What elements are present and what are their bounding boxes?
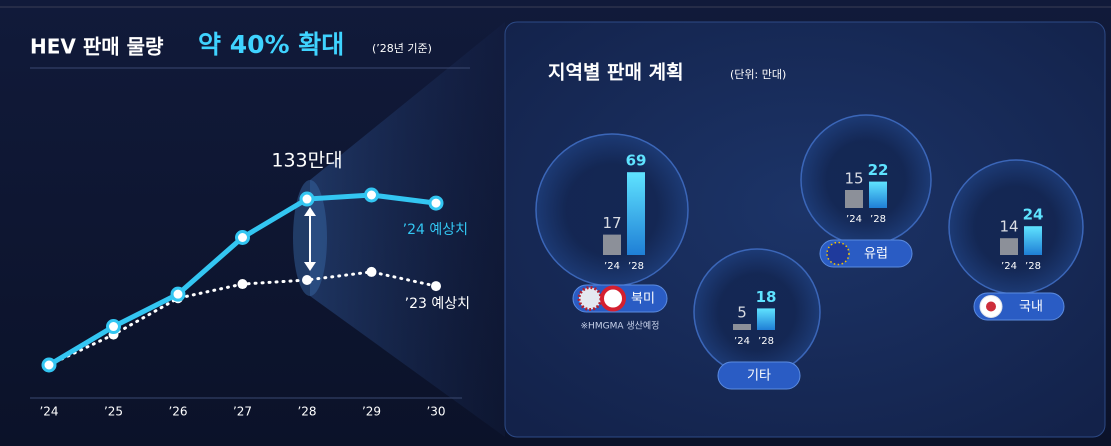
x-tick-label: ’30 bbox=[426, 405, 445, 419]
bar-category: ’28 bbox=[870, 214, 886, 225]
x-tick-label: ’28 bbox=[297, 405, 316, 419]
bar-category: ’28 bbox=[628, 261, 644, 272]
region-name: 북미 bbox=[631, 292, 655, 307]
annotation: 133만대 bbox=[271, 150, 342, 172]
point bbox=[299, 191, 315, 207]
bar bbox=[845, 190, 863, 208]
bar-category: ’28 bbox=[1025, 261, 1041, 272]
bar bbox=[627, 172, 645, 255]
title-highlight: 약 40% 확대 bbox=[198, 30, 344, 59]
unit-label: (단위: 만대) bbox=[730, 68, 786, 81]
region-name: 국내 bbox=[1019, 300, 1043, 315]
value-label: 69 bbox=[626, 152, 647, 170]
point bbox=[364, 187, 379, 203]
region-bubble bbox=[800, 114, 932, 246]
value-label: 22 bbox=[868, 161, 889, 179]
region-panel bbox=[504, 21, 1106, 438]
bar-category: ’24 bbox=[604, 261, 620, 272]
bar-category: ’28 bbox=[758, 336, 774, 347]
region-note: ※HMGMA 생산예정 bbox=[581, 321, 660, 332]
flag-ca bbox=[600, 285, 626, 312]
title-note: (’28년 기준) bbox=[372, 42, 432, 55]
legend-label: ’23 예상치 bbox=[405, 296, 470, 312]
bar-category: ’24 bbox=[734, 336, 750, 347]
left-title: HEV 판매 물량 bbox=[30, 35, 164, 59]
bar bbox=[733, 324, 751, 330]
flag-eu bbox=[826, 241, 850, 266]
gap-arrow bbox=[304, 207, 316, 271]
legend-label: ’24 예상치 bbox=[403, 222, 468, 238]
point bbox=[428, 195, 444, 211]
bar-category: ’24 bbox=[846, 214, 862, 225]
x-tick-label: ’25 bbox=[104, 405, 123, 419]
point bbox=[235, 230, 250, 245]
point bbox=[106, 319, 121, 335]
point bbox=[41, 357, 57, 373]
point bbox=[302, 275, 312, 285]
bar bbox=[1024, 226, 1042, 255]
x-tick-label: ’27 bbox=[233, 405, 252, 419]
region-name: 유럽 bbox=[864, 247, 888, 262]
bar bbox=[603, 234, 621, 255]
value-label: 5 bbox=[737, 304, 747, 322]
x-tick-label: ’29 bbox=[362, 405, 381, 419]
value-label: 24 bbox=[1023, 206, 1044, 224]
point bbox=[237, 279, 248, 290]
point bbox=[170, 286, 186, 302]
value-label: 17 bbox=[602, 214, 621, 232]
region-name: 기타 bbox=[747, 369, 771, 384]
right-title: 지역별 판매 계획 bbox=[548, 62, 684, 84]
flag-us bbox=[577, 286, 603, 311]
bar bbox=[869, 181, 887, 208]
zoom-funnel bbox=[310, 22, 505, 437]
value-label: 18 bbox=[756, 288, 777, 306]
bar-category: ’24 bbox=[1001, 261, 1017, 272]
point bbox=[431, 281, 441, 292]
flag-kr-center bbox=[986, 301, 996, 312]
bar bbox=[1000, 238, 1018, 255]
region-pill bbox=[717, 361, 801, 390]
point bbox=[366, 266, 377, 277]
value-label: 15 bbox=[844, 170, 863, 188]
x-tick-label: ’26 bbox=[168, 405, 187, 419]
x-tick-label: ’24 bbox=[39, 405, 58, 419]
value-label: 14 bbox=[999, 218, 1018, 236]
bar bbox=[757, 308, 775, 330]
